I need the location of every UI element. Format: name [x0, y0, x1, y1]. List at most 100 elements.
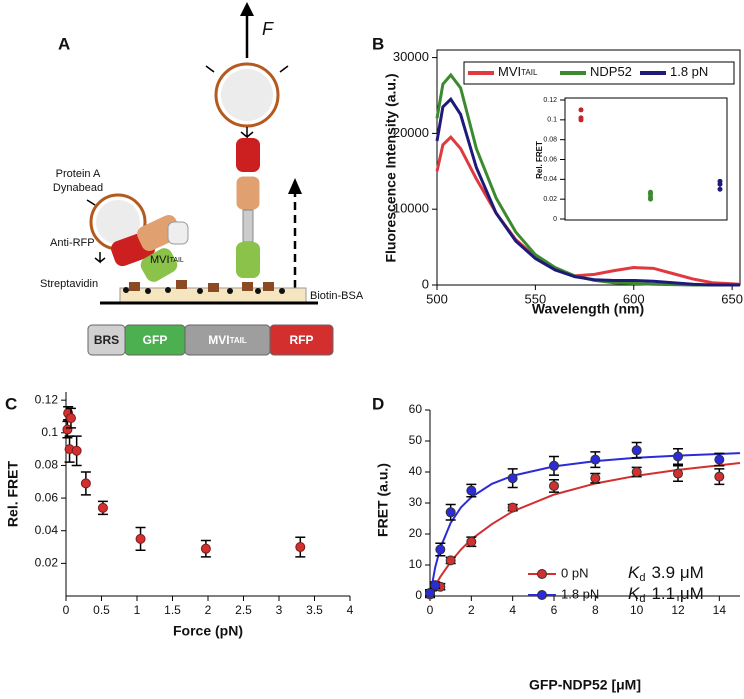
y-tick-label: 0.06 [35, 490, 59, 504]
y-tick-label: 50 [409, 433, 423, 447]
legend-marker [537, 590, 547, 600]
x-axis-label: Force (pN) [173, 623, 243, 639]
y-tick-label: 0.06 [543, 156, 557, 163]
bead-label: Protein A [56, 168, 101, 180]
x-tick-label: 1.5 [164, 603, 181, 617]
data-point [430, 580, 441, 591]
label-part: GFP [143, 333, 168, 347]
y-tick-label: 0.02 [35, 556, 59, 570]
kd-symbol: K [628, 563, 640, 582]
legend-text: MVI [498, 64, 521, 79]
x-tick-label: 12 [671, 603, 685, 617]
bead-label: Dynabead [53, 182, 103, 194]
streptavidin-label: Streptavidin [40, 278, 98, 290]
y-tick-label: 0.04 [543, 176, 557, 183]
inset-point [648, 189, 653, 195]
legend-label: 0 pN [561, 565, 588, 580]
x-tick-label: 2 [468, 603, 475, 617]
y-tick-label: 0.1 [41, 425, 58, 439]
kd-annotation: Kd 3.9 μM [628, 563, 704, 583]
legend-box [463, 61, 735, 85]
y-tick-label: 0.12 [35, 392, 59, 406]
y-axis-label: Rel. FRET [535, 141, 544, 179]
data-point [425, 587, 435, 598]
data-point [631, 445, 642, 456]
stem [167, 221, 189, 245]
domain-box [269, 324, 334, 356]
x-tick-label: 0.5 [93, 603, 110, 617]
y-tick-label: 0.08 [35, 458, 59, 472]
x-tick-label: 4 [347, 603, 354, 617]
data-point [435, 544, 446, 555]
data-point [714, 471, 725, 482]
inset-point [717, 178, 723, 184]
y-tick-label: 0 [422, 276, 429, 291]
force-label: F [262, 19, 274, 39]
bead-core [96, 200, 140, 244]
data-point [590, 454, 601, 465]
y-tick-label: 30000 [393, 49, 429, 64]
data-point [200, 543, 211, 554]
data-point [507, 473, 518, 484]
legend-label: NDP52 [590, 64, 632, 79]
y-tick-label: 10 [409, 557, 423, 571]
data-point [673, 468, 683, 479]
y-axis-label: FRET (a.u.) [375, 463, 391, 537]
panel-label: A [58, 34, 70, 53]
axes [65, 392, 350, 597]
legend-marker [537, 569, 547, 579]
data-point [97, 502, 108, 513]
kd-annotation: Kd 1.1 μM [628, 584, 704, 604]
label-sub: TAIL [170, 257, 184, 264]
x-tick-label: 8 [592, 603, 599, 617]
y-axis-label: Rel. FRET [5, 460, 21, 527]
legend-sub: TAIL [521, 68, 538, 77]
label-part: RFP [290, 333, 314, 347]
x-tick-label: 600 [623, 291, 645, 306]
data-point [65, 413, 76, 424]
label-part: MVI [150, 254, 170, 266]
antibody [205, 65, 289, 139]
data-point [466, 485, 477, 496]
x-tick-label: 0 [427, 603, 434, 617]
panel-label: C [5, 394, 17, 413]
diagram: F Protein A Dynabead Anti-RFP MVITAIL St… [40, 2, 364, 356]
data-point [80, 478, 91, 489]
label-part: MVI [208, 333, 229, 347]
gfp [236, 242, 260, 278]
y-tick-label: 0 [415, 588, 422, 602]
panel-label: D [372, 394, 384, 413]
data-point [507, 502, 518, 513]
arrow-head [288, 178, 302, 194]
kd-text: 1.1 μM [651, 584, 703, 603]
legend-label: 1.8 pN [561, 586, 599, 601]
y-tick-label: 20 [409, 526, 423, 540]
y-tick-label: 0.04 [35, 523, 59, 537]
x-tick-label: 6 [551, 603, 558, 617]
data-point [135, 533, 146, 544]
y-tick-label: 0.12 [543, 97, 557, 104]
data-point [631, 467, 642, 477]
y-tick-label: 0.1 [547, 117, 557, 124]
data-point [71, 445, 82, 456]
legend-text: NDP52 [590, 64, 632, 79]
biotin [123, 287, 285, 294]
x-tick-label: 0 [63, 603, 70, 617]
data-point [714, 454, 725, 465]
y-tick-label: 20000 [393, 125, 429, 140]
domain-label: BRS [94, 333, 119, 347]
x-tick-label: 14 [713, 603, 727, 617]
data-point [445, 507, 456, 518]
x-tick-label: 500 [426, 291, 448, 306]
label-part: BRS [94, 333, 119, 347]
y-tick-label: 30 [409, 495, 423, 509]
motor-label: MVITAIL [150, 254, 184, 266]
bead-core [221, 69, 273, 121]
data-point [549, 460, 559, 471]
label-sub: TAIL [230, 336, 247, 345]
x-tick-label: 2.5 [235, 603, 252, 617]
y-tick-label: 40 [409, 464, 423, 478]
antibody-label: Anti-RFP [50, 237, 95, 249]
